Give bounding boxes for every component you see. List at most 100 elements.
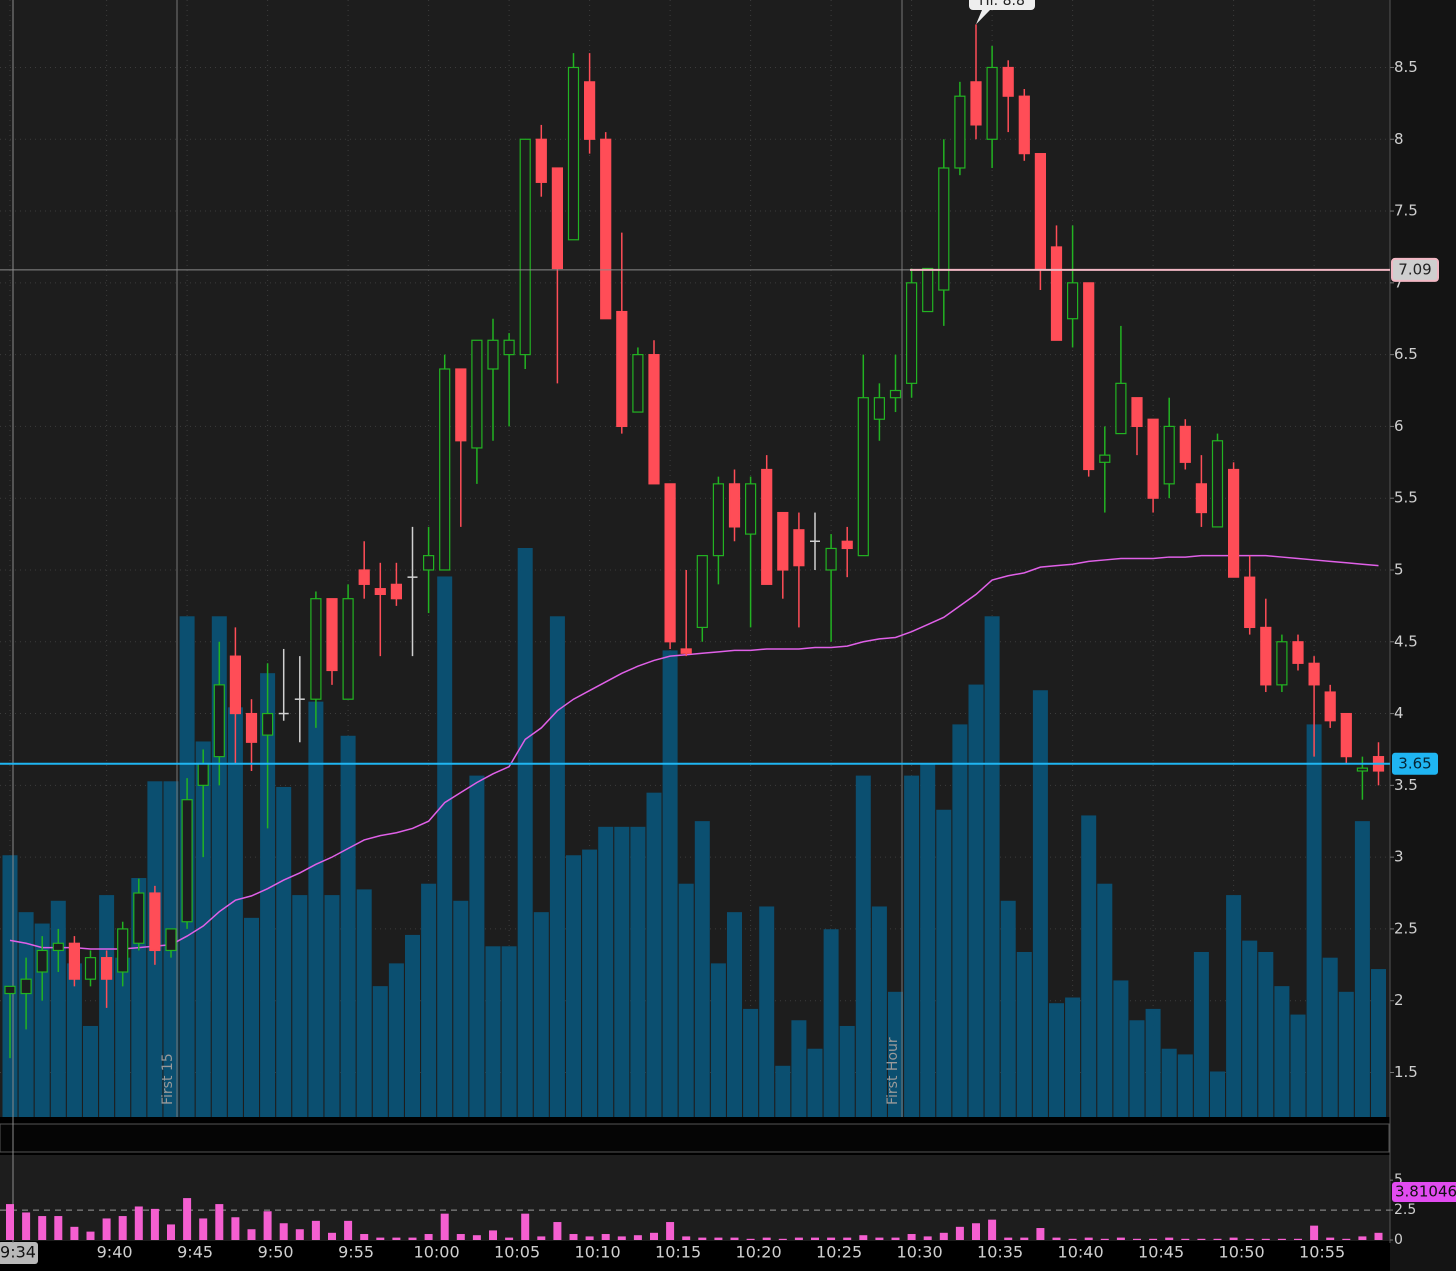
volume-bar bbox=[791, 1020, 807, 1117]
volume-bar bbox=[694, 821, 710, 1117]
volume-bar bbox=[437, 576, 453, 1117]
candle-body bbox=[310, 598, 322, 700]
y-tick-label: 5.5 bbox=[1394, 489, 1418, 507]
y-tick-label: 8.5 bbox=[1394, 58, 1418, 76]
candle-body bbox=[793, 529, 805, 567]
candle-body bbox=[970, 81, 982, 126]
price-line-label-box bbox=[1392, 752, 1438, 775]
candle-body bbox=[680, 648, 692, 654]
lower-bar bbox=[762, 1237, 771, 1240]
candle-body bbox=[954, 95, 966, 169]
volume-bar bbox=[823, 929, 839, 1117]
lower-bar bbox=[569, 1234, 578, 1240]
lower-bar bbox=[215, 1204, 224, 1240]
volume-bar bbox=[888, 991, 903, 1117]
volume-bar bbox=[1258, 951, 1274, 1117]
candle-body bbox=[1179, 425, 1191, 463]
lower-bar bbox=[424, 1234, 433, 1240]
volume-bar bbox=[1049, 1003, 1064, 1117]
volume-bar bbox=[710, 963, 726, 1117]
lower-bar bbox=[891, 1237, 900, 1240]
lower-bar bbox=[199, 1218, 208, 1240]
candle-body bbox=[390, 583, 402, 600]
volume-bar bbox=[1354, 821, 1370, 1117]
lower-bar bbox=[827, 1237, 836, 1240]
lower-bar bbox=[505, 1237, 514, 1240]
lower-bar bbox=[730, 1237, 739, 1240]
volume-bar bbox=[1371, 969, 1386, 1117]
volume-bar bbox=[292, 895, 308, 1117]
candle-body bbox=[777, 511, 789, 571]
lower-bar bbox=[440, 1213, 449, 1240]
x-tick-label: 9:40 bbox=[97, 1243, 133, 1262]
volume-bar bbox=[1306, 724, 1322, 1117]
candle-body bbox=[1147, 418, 1159, 499]
x-tick-label: 10:00 bbox=[414, 1243, 460, 1262]
volume-bar bbox=[582, 849, 598, 1117]
lower-bar bbox=[633, 1235, 642, 1240]
candle-body bbox=[986, 66, 998, 140]
volume-bar bbox=[1113, 980, 1129, 1117]
lower-bar bbox=[167, 1224, 175, 1240]
lower-bar bbox=[1133, 1238, 1141, 1240]
lower-bar bbox=[1149, 1238, 1158, 1240]
x-tick-label: 10:20 bbox=[736, 1243, 782, 1262]
lower-bar bbox=[247, 1229, 256, 1240]
lower-bar bbox=[328, 1232, 336, 1240]
lower-bar bbox=[489, 1230, 497, 1240]
volume-bar bbox=[1081, 815, 1097, 1117]
candle-body bbox=[342, 598, 354, 700]
volume-bar bbox=[517, 548, 533, 1117]
volume-bar bbox=[260, 673, 276, 1117]
y-tick-label: 5 bbox=[1394, 560, 1404, 578]
candle-body bbox=[165, 928, 177, 952]
candle-body bbox=[117, 928, 129, 973]
candle-body bbox=[761, 468, 773, 585]
volume-bar bbox=[1129, 1020, 1145, 1117]
volume-bar bbox=[968, 684, 984, 1117]
candle-body bbox=[696, 555, 708, 629]
y-tick-label: 6 bbox=[1394, 417, 1404, 435]
x-tick-label: 9:55 bbox=[338, 1243, 374, 1262]
lower-bar bbox=[54, 1216, 63, 1240]
candle-body bbox=[841, 540, 853, 550]
x-tick-label: 10:05 bbox=[494, 1243, 540, 1262]
y-tick-label: 7 bbox=[1394, 273, 1404, 291]
volume-bar bbox=[614, 826, 630, 1117]
lower-y-tick-label: 0 bbox=[1394, 1232, 1403, 1248]
volume-bar bbox=[115, 957, 131, 1117]
lower-bar bbox=[794, 1237, 803, 1240]
candle-body bbox=[889, 389, 902, 399]
lower-bar bbox=[923, 1236, 932, 1240]
volume-bar bbox=[775, 1065, 791, 1117]
y-tick-label: 1.5 bbox=[1394, 1063, 1418, 1081]
lower-bar bbox=[1004, 1237, 1013, 1240]
volume-bar bbox=[904, 775, 920, 1117]
lower-bar bbox=[408, 1237, 417, 1240]
volume-bar bbox=[453, 900, 469, 1117]
volume-bar bbox=[1032, 690, 1048, 1117]
volume-bar bbox=[759, 906, 775, 1117]
volume-bar bbox=[227, 707, 243, 1117]
lower-bar bbox=[360, 1234, 369, 1240]
y-tick-label: 2 bbox=[1394, 991, 1404, 1009]
lower-bar bbox=[1342, 1238, 1351, 1240]
volume-bar bbox=[743, 1008, 759, 1117]
candle-body bbox=[873, 397, 886, 420]
lower-bar bbox=[843, 1237, 852, 1240]
volume-bar bbox=[678, 883, 694, 1117]
volume-bar bbox=[952, 724, 968, 1117]
x-tick-label: 9:45 bbox=[177, 1243, 213, 1262]
volume-bar bbox=[646, 792, 662, 1117]
session-marker-label: First 15 bbox=[160, 1053, 176, 1105]
candle-body bbox=[1099, 454, 1111, 463]
lower-bar bbox=[392, 1237, 401, 1240]
candle-body bbox=[1163, 425, 1175, 485]
lower-bar bbox=[1165, 1237, 1174, 1240]
candle-body bbox=[1356, 767, 1369, 772]
lower-bar bbox=[601, 1234, 610, 1240]
lower-bar bbox=[698, 1237, 707, 1240]
volume-bar bbox=[855, 775, 871, 1117]
lower-bar bbox=[22, 1212, 31, 1240]
volume-bar bbox=[50, 900, 66, 1117]
